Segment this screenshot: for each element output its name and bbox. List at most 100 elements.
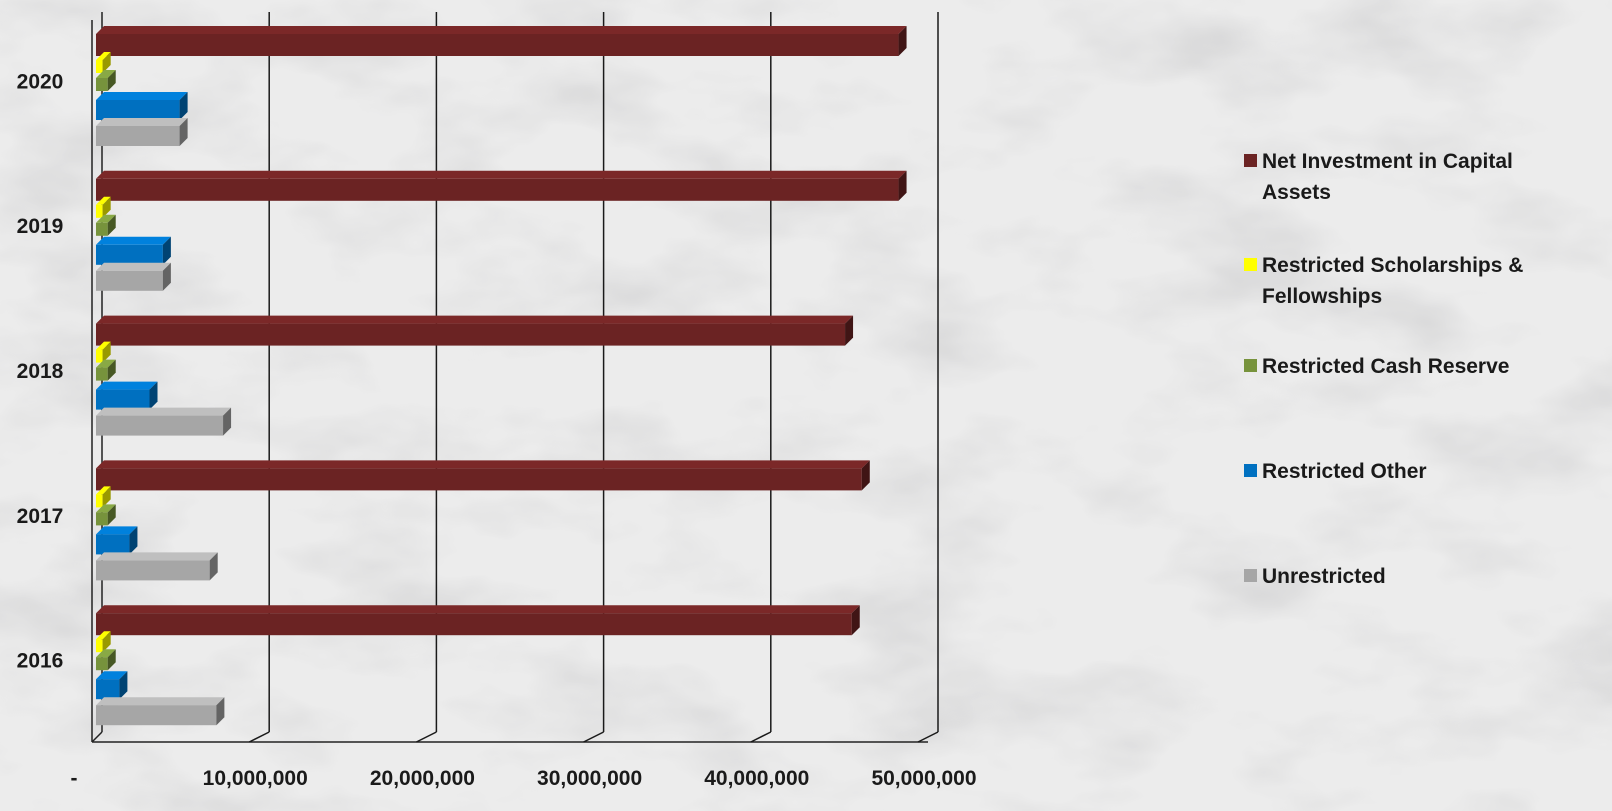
bar-front-face	[96, 204, 103, 218]
bar-side-face	[102, 631, 111, 653]
bar-side-face	[898, 170, 907, 201]
floor-left-edge	[91, 731, 103, 743]
bar-side-face	[129, 526, 138, 555]
bar	[96, 118, 188, 146]
bar-front-face	[96, 270, 163, 291]
bar	[96, 631, 111, 653]
bar-front-face	[96, 126, 180, 146]
bar	[96, 236, 171, 265]
gridline-floor	[583, 731, 604, 743]
x-tick-label: -	[71, 767, 78, 790]
bar	[96, 52, 111, 73]
bar-front-face	[96, 222, 108, 236]
bar-side-face	[102, 196, 111, 218]
x-tick-label: 10,000,000	[203, 767, 308, 790]
bar	[96, 526, 138, 555]
bar	[96, 697, 225, 726]
bar-side-face	[179, 92, 188, 120]
bar-top-face	[96, 407, 232, 416]
bar	[96, 460, 870, 491]
x-tick-label: 30,000,000	[537, 767, 642, 790]
legend-label: Restricted Scholarships & Fellowships	[1262, 254, 1523, 308]
bar-side-face	[107, 359, 116, 381]
bar-front-face	[96, 560, 210, 581]
bar	[96, 504, 116, 526]
gridline-floor	[917, 731, 939, 743]
bar	[96, 486, 111, 508]
bar-side-face	[107, 214, 116, 236]
x-tick-label: 50,000,000	[871, 767, 976, 790]
legend: Net Investment in Capital Assets Restricte…	[1244, 150, 1523, 588]
bar-side-face	[898, 26, 907, 56]
x-tick-label: 40,000,000	[704, 767, 809, 790]
bars	[96, 26, 907, 726]
bar-front-face	[96, 389, 150, 410]
bar-top-face	[96, 381, 158, 390]
bar-top-face	[96, 262, 171, 271]
bar-top-face	[96, 486, 111, 495]
bar-side-face	[162, 262, 171, 291]
gridline-floor	[248, 731, 270, 743]
bar-front-face	[96, 494, 103, 508]
bar-side-face	[223, 407, 232, 436]
bar-top-face	[96, 196, 111, 205]
bar-front-face	[96, 468, 862, 491]
bar-side-face	[107, 70, 116, 91]
bar-top-face	[96, 697, 225, 706]
legend-swatch	[1244, 154, 1257, 167]
legend-label: Restricted Other	[1262, 460, 1427, 483]
bar-top-face	[96, 26, 907, 34]
bar	[96, 381, 158, 410]
bar-side-face	[209, 552, 218, 581]
bar-top-face	[96, 649, 116, 658]
bar-top-face	[96, 671, 128, 680]
tick-labels: - 10,000,000 20,000,000 30,000,000 40,000,00…	[71, 767, 977, 790]
bar-front-face	[96, 534, 130, 555]
category-label: 2018	[17, 360, 64, 383]
legend-item: Restricted Other	[1244, 460, 1427, 483]
legend-label: Net Investment in Capital Assets	[1262, 150, 1513, 204]
bar	[96, 649, 116, 671]
legend-swatch	[1244, 258, 1257, 271]
bar-side-face	[216, 697, 225, 726]
bar	[96, 407, 232, 436]
bar	[96, 262, 171, 291]
bar-side-face	[179, 118, 188, 146]
bar	[96, 196, 111, 218]
bar-front-face	[96, 178, 899, 201]
legend-label: Unrestricted	[1262, 565, 1386, 588]
bar-front-face	[96, 705, 217, 726]
bar-front-face	[96, 415, 224, 436]
bar	[96, 605, 860, 636]
bar-side-face	[102, 341, 111, 363]
bar-front-face	[96, 512, 108, 526]
bar	[96, 359, 116, 381]
bar-top-face	[96, 460, 870, 469]
bar-top-face	[96, 552, 218, 561]
bar-top-face	[96, 70, 116, 78]
bar-top-face	[96, 170, 907, 179]
bar	[96, 70, 116, 91]
bar-top-face	[96, 341, 111, 350]
bar	[96, 92, 188, 120]
bar-top-face	[96, 605, 860, 614]
legend-label: Restricted Cash Reserve	[1262, 355, 1509, 378]
bar	[96, 341, 111, 363]
bar-top-face	[96, 504, 116, 513]
bar	[96, 315, 854, 346]
bar	[96, 671, 128, 700]
bar-front-face	[96, 100, 180, 120]
bar-side-face	[107, 504, 116, 526]
x-tick-label: 20,000,000	[370, 767, 475, 790]
bar-front-face	[96, 60, 103, 73]
bar-front-face	[96, 639, 103, 653]
bar-top-face	[96, 118, 188, 126]
gridline-floor	[416, 731, 437, 743]
category-label: 2020	[17, 70, 64, 93]
legend-item: Net Investment in Capital Assets	[1244, 150, 1513, 204]
bar-front-face	[96, 613, 852, 636]
bar-top-face	[96, 214, 116, 223]
bar-top-face	[96, 92, 188, 100]
legend-item: Unrestricted	[1244, 565, 1386, 588]
legend-swatch	[1244, 464, 1257, 477]
